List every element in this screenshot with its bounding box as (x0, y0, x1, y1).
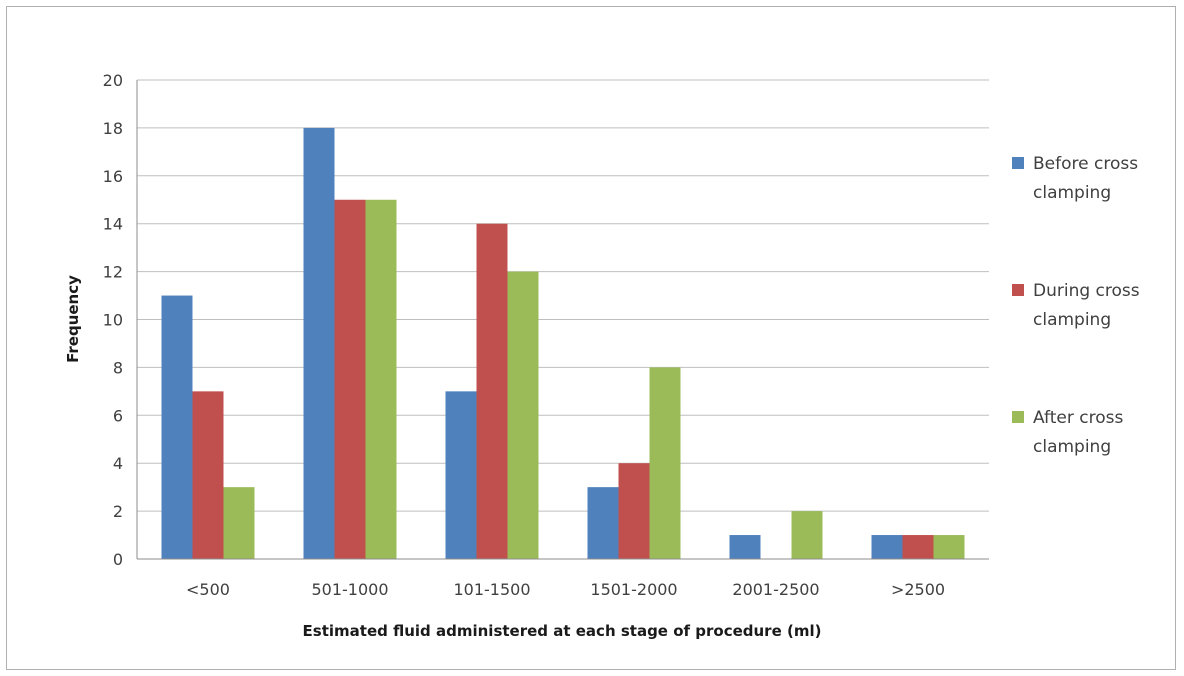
x-axis-title: Estimated fluid administered at each sta… (303, 622, 822, 640)
legend-label: During cross (1033, 281, 1140, 301)
bar (476, 223, 508, 559)
legend-label: clamping (1033, 183, 1111, 203)
x-tick-label: <500 (186, 580, 230, 599)
x-tick-label: 501-1000 (311, 580, 388, 599)
legend-label: clamping (1033, 437, 1111, 457)
y-tick-label: 20 (103, 71, 123, 90)
y-tick-label: 18 (103, 119, 123, 138)
bar (791, 511, 823, 559)
bar (902, 535, 934, 559)
legend-swatch (1012, 411, 1024, 423)
x-tick-labels: <500 501-1000 101-1500 1501-2000 2001-2500 >2… (186, 580, 945, 599)
bar (192, 391, 224, 559)
bar (933, 535, 965, 559)
x-tick-label: 101-1500 (453, 580, 530, 599)
y-tick-label: 0 (113, 550, 123, 569)
y-tick-label: 12 (103, 263, 123, 282)
bars (161, 127, 965, 560)
legend-label: Before cross (1033, 154, 1138, 174)
bar (507, 271, 539, 559)
x-tick-label: 1501-2000 (590, 580, 677, 599)
bar (649, 367, 681, 559)
legend-label: clamping (1033, 310, 1111, 330)
y-tick-label: 16 (103, 167, 123, 186)
bar (445, 391, 477, 559)
y-tick-label: 2 (113, 502, 123, 521)
y-tick-label: 6 (113, 406, 123, 425)
bar (223, 487, 255, 559)
x-tick-label: >2500 (891, 580, 945, 599)
legend: Before cross clamping During cross clamping… (1012, 154, 1140, 457)
y-tick-label: 14 (103, 215, 123, 234)
bar (729, 535, 761, 559)
bar (618, 463, 650, 559)
y-tick-labels: 0 2 4 6 8 10 12 14 16 18 20 (103, 71, 123, 569)
y-tick-label: 10 (103, 311, 123, 330)
x-tick-label: 2001-2500 (732, 580, 819, 599)
y-axis-title: Frequency (64, 275, 82, 363)
y-tick-label: 8 (113, 358, 123, 377)
bar (871, 535, 903, 559)
bar (334, 199, 366, 559)
bar (303, 127, 335, 560)
legend-swatch (1012, 284, 1024, 296)
legend-swatch (1012, 157, 1024, 169)
axes (136, 80, 989, 560)
legend-label: After cross (1033, 408, 1123, 428)
gridlines (137, 79, 989, 512)
y-tick-label: 4 (113, 454, 123, 473)
bar (161, 295, 193, 559)
bar (365, 199, 397, 559)
bar (587, 487, 619, 559)
